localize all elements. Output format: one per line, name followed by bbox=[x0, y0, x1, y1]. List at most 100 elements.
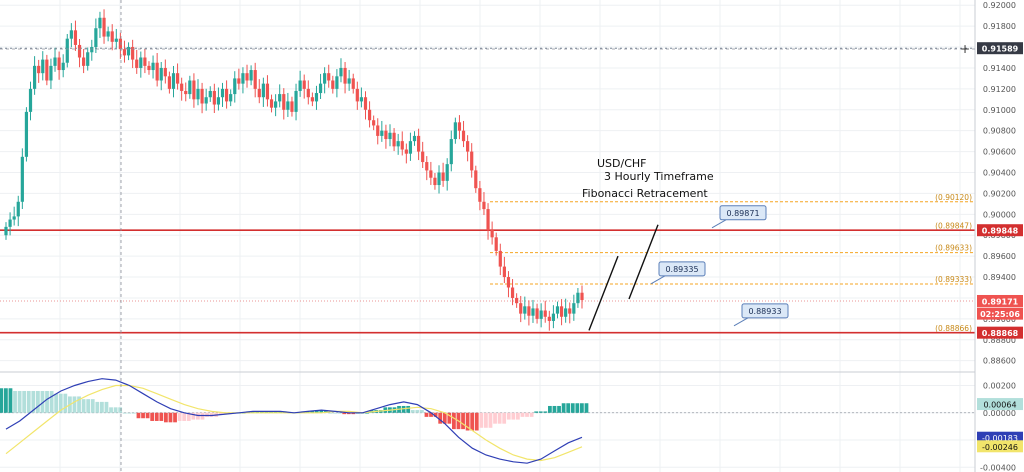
macd-histogram-bar bbox=[250, 411, 255, 413]
candle-body bbox=[470, 151, 474, 171]
candle-body bbox=[265, 83, 270, 100]
macd-tick-label: -0.00400 bbox=[980, 463, 1016, 472]
candle-body bbox=[282, 94, 286, 110]
macd-histogram-bar bbox=[442, 412, 447, 424]
macd-histogram-bar bbox=[525, 412, 529, 417]
macd-histogram-bar bbox=[191, 412, 196, 420]
fib-label: (0.89633) bbox=[935, 244, 972, 253]
macd-histogram-bar bbox=[95, 401, 100, 413]
macd-histogram-bar bbox=[269, 411, 273, 413]
macd-histogram-bar bbox=[580, 403, 584, 413]
callout-pointer bbox=[733, 317, 749, 327]
candle-body bbox=[408, 141, 413, 154]
candle-body bbox=[126, 47, 131, 56]
candle-body bbox=[490, 230, 494, 238]
price-tick-label: 0.92000 bbox=[983, 1, 1016, 10]
candle-body bbox=[551, 313, 556, 321]
chart-title-study: Fibonacci Retracement bbox=[582, 187, 708, 200]
candle-body bbox=[531, 308, 535, 316]
macd-histogram-bar bbox=[122, 412, 127, 414]
candle-body bbox=[535, 308, 539, 319]
macd-scale[interactable]: 0.002000.00000-0.00200-0.004000.00064-0.… bbox=[977, 382, 1023, 472]
price-badge bbox=[977, 294, 1023, 307]
candle-body bbox=[139, 57, 143, 68]
candle-body bbox=[466, 141, 470, 152]
callout-box bbox=[658, 261, 706, 277]
macd-histogram-bar bbox=[319, 410, 324, 413]
callout-box bbox=[741, 303, 789, 319]
candle-body bbox=[45, 59, 49, 81]
candle-body bbox=[359, 97, 364, 102]
candle-body bbox=[400, 141, 404, 150]
macd-histogram-bar bbox=[26, 390, 31, 413]
macd-histogram-bar bbox=[186, 412, 191, 421]
macd-tick-label: 0.00200 bbox=[983, 382, 1016, 391]
candle-body bbox=[343, 67, 347, 84]
macd-histogram-bar bbox=[488, 412, 493, 428]
macd-histogram-bar bbox=[470, 412, 475, 431]
macd-histogram-bar bbox=[17, 390, 22, 413]
macd-line bbox=[5, 378, 583, 464]
candle-body bbox=[241, 73, 245, 84]
macd-histogram-bar bbox=[118, 407, 123, 413]
candle-body bbox=[196, 88, 200, 100]
macd-histogram-bar bbox=[328, 412, 333, 414]
price-badge-label: 0.89848 bbox=[982, 227, 1019, 236]
price-badge-label: 0.88868 bbox=[982, 329, 1019, 338]
macd-histogram-bar bbox=[465, 412, 470, 431]
macd-histogram-bar bbox=[401, 405, 406, 413]
macd-histogram-bar bbox=[506, 412, 511, 420]
macd-histogram-bar bbox=[561, 403, 566, 413]
macd-histogram-bar bbox=[305, 411, 310, 413]
candle-body bbox=[208, 90, 212, 98]
macd-histogram-bar bbox=[452, 412, 456, 430]
macd-histogram-bar bbox=[346, 412, 351, 415]
candle-body bbox=[331, 80, 335, 89]
candle-body bbox=[404, 149, 408, 154]
candle-body bbox=[327, 73, 331, 81]
macd-histogram-bar bbox=[159, 412, 164, 421]
price-tick-label: 0.88600 bbox=[983, 357, 1016, 366]
macd-histogram-bar bbox=[324, 410, 328, 413]
macd-badge-label: 0.00064 bbox=[983, 401, 1016, 410]
callout-label: 0.89335 bbox=[665, 265, 698, 274]
candle-body bbox=[510, 287, 515, 298]
candle-body bbox=[429, 170, 433, 178]
candle-body bbox=[16, 201, 20, 217]
candle-body bbox=[151, 62, 155, 71]
fib-label: (0.89847) bbox=[935, 221, 972, 230]
macd-histogram-bar bbox=[8, 388, 13, 413]
candle-body bbox=[457, 122, 462, 131]
candle-body bbox=[69, 30, 73, 39]
macd-histogram-bar bbox=[22, 390, 27, 413]
macd-histogram-bar bbox=[365, 412, 369, 414]
macd-histogram-bar bbox=[127, 412, 132, 414]
macd-histogram-bar bbox=[538, 411, 543, 413]
price-scale[interactable]: 0.920000.918000.916000.914000.912000.910… bbox=[977, 1, 1023, 366]
fib-label: (0.90120) bbox=[935, 193, 972, 202]
crosshair-plus-icon[interactable]: + bbox=[960, 42, 970, 56]
macd-histogram-bar bbox=[420, 410, 424, 413]
macd-histogram-bar bbox=[90, 399, 95, 413]
macd-histogram-bar bbox=[351, 412, 356, 415]
macd-histogram-bar bbox=[570, 403, 575, 413]
candle-body bbox=[229, 94, 233, 102]
callout-box bbox=[719, 205, 767, 221]
candle-body bbox=[453, 122, 457, 140]
macd-histogram-bar bbox=[168, 412, 173, 423]
candle-body bbox=[204, 97, 208, 104]
candle-body bbox=[180, 83, 184, 91]
macd-histogram-bar bbox=[196, 412, 200, 420]
macd-histogram-bar bbox=[223, 412, 228, 415]
candle-body bbox=[523, 306, 527, 314]
candle-body bbox=[310, 97, 314, 102]
trend-arrow bbox=[628, 224, 659, 300]
candle-body bbox=[12, 216, 16, 220]
macd-histogram-bar bbox=[479, 412, 484, 428]
macd-histogram-bar bbox=[511, 412, 516, 420]
candle-body bbox=[412, 135, 417, 142]
macd-histogram-bar bbox=[45, 390, 49, 413]
price-tick-label: 0.89400 bbox=[983, 273, 1016, 282]
price-tick-label: 0.89600 bbox=[983, 252, 1016, 261]
trend-arrow bbox=[588, 255, 619, 331]
